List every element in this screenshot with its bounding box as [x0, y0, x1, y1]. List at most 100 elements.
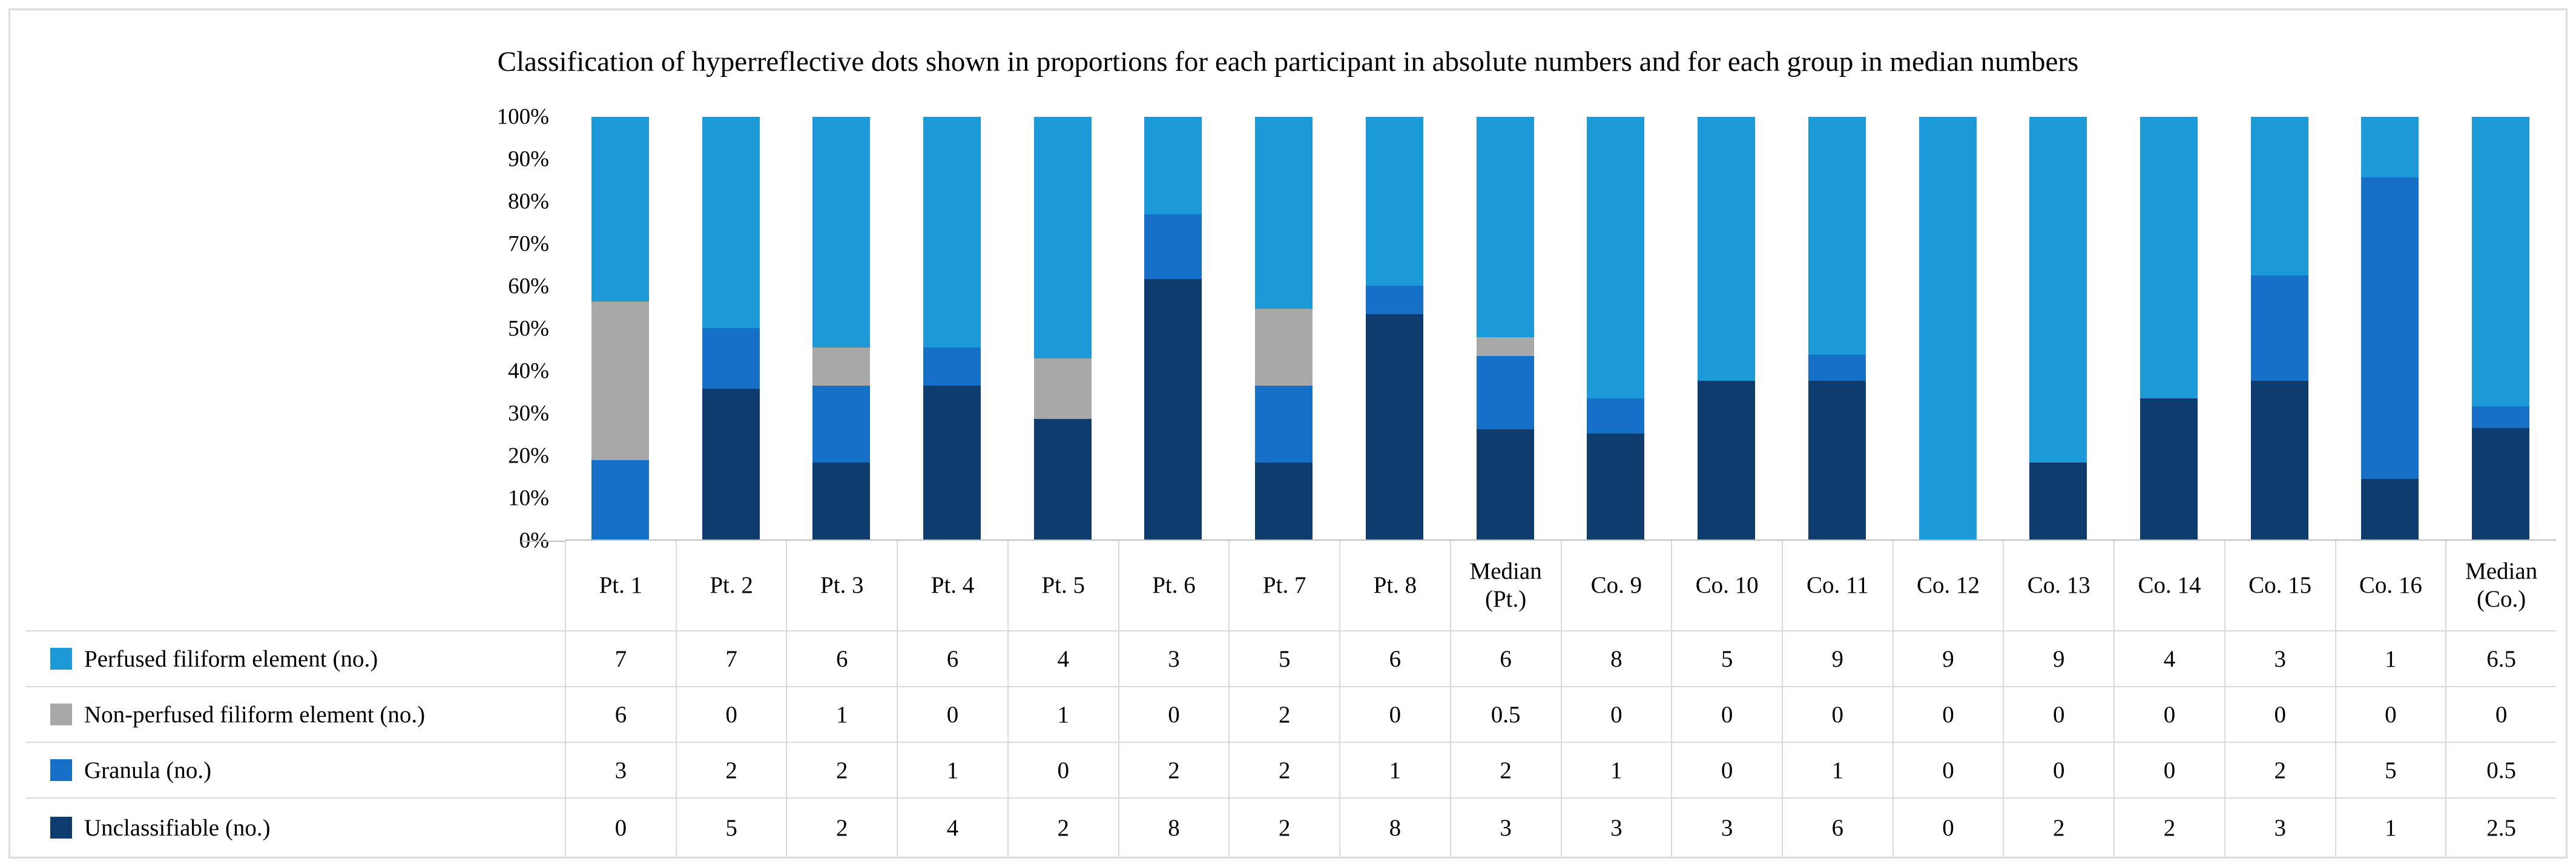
y-axis-tick-label: 80% — [508, 189, 549, 214]
bar-segment-unclassifiable-no — [1808, 381, 1866, 539]
plot-column-co-15 — [2224, 117, 2335, 541]
table-value-pt-8-non-perfused-filiform-element-no: 0 — [1339, 687, 1450, 743]
bar-segment-granula-no — [1365, 286, 1423, 314]
table-value-pt-1-granula-no: 3 — [565, 743, 676, 799]
table-value-co-12-granula-no: 0 — [1892, 743, 2003, 799]
legend-swatch-non-perfused-filiform-element-no — [50, 704, 72, 725]
bar-segment-perfused-filiform-element-no — [2029, 117, 2087, 463]
legend-item-granula-no: Granula (no.) — [26, 743, 565, 799]
table-value-pt-7-unclassifiable-no: 2 — [1228, 799, 1339, 857]
legend-item-perfused-filiform-element-no: Perfused filiform element (no.) — [26, 631, 565, 687]
stacked-bar-pt-6 — [1144, 117, 1202, 539]
bar-segment-perfused-filiform-element-no — [1587, 117, 1645, 399]
table-value-median-co-unclassifiable-no: 2.5 — [2445, 799, 2556, 857]
bar-segment-perfused-filiform-element-no — [1476, 117, 1534, 338]
category-label-co-14: Co. 14 — [2113, 541, 2224, 631]
bar-segment-unclassifiable-no — [702, 388, 760, 539]
stacked-bar-co-15 — [2250, 117, 2308, 539]
plot-column-pt-2 — [675, 117, 786, 541]
bar-segment-perfused-filiform-element-no — [591, 117, 649, 302]
table-value-pt-5-perfused-filiform-element-no: 4 — [1007, 631, 1118, 687]
legend-label: Perfused filiform element (no.) — [84, 645, 378, 672]
plot-column-co-12 — [1892, 117, 2003, 541]
table-value-co-11-granula-no: 1 — [1781, 743, 1892, 799]
table-value-pt-2-unclassifiable-no: 5 — [675, 799, 786, 857]
bar-segment-perfused-filiform-element-no — [2472, 117, 2530, 406]
plot-column-co-14 — [2113, 117, 2224, 541]
y-axis-tick-label: 60% — [508, 274, 549, 299]
plot-column-co-13 — [2003, 117, 2114, 541]
bar-segment-granula-no — [923, 347, 981, 386]
legend-swatch-perfused-filiform-element-no — [50, 648, 72, 670]
legend-item-non-perfused-filiform-element-no: Non-perfused filiform element (no.) — [26, 687, 565, 743]
bar-segment-granula-no — [1808, 354, 1866, 381]
table-value-pt-6-perfused-filiform-element-no: 3 — [1118, 631, 1229, 687]
table-value-co-15-non-perfused-filiform-element-no: 0 — [2224, 687, 2335, 743]
bar-segment-unclassifiable-no — [1365, 314, 1423, 539]
category-label-co-9: Co. 9 — [1560, 541, 1672, 631]
table-value-co-9-granula-no: 1 — [1560, 743, 1672, 799]
plot-column-pt-3 — [786, 117, 897, 541]
bar-segment-non-perfused-filiform-element-no — [591, 302, 649, 461]
y-axis-tick-label: 50% — [508, 316, 549, 341]
table-value-pt-4-granula-no: 1 — [897, 743, 1007, 799]
table-value-pt-4-unclassifiable-no: 4 — [897, 799, 1007, 857]
stacked-bar-co-16 — [2361, 117, 2419, 539]
table-value-pt-1-perfused-filiform-element-no: 7 — [565, 631, 676, 687]
stacked-bar-pt-4 — [923, 117, 981, 539]
category-label-pt-8: Pt. 8 — [1339, 541, 1450, 631]
stacked-bar-co-12 — [1919, 117, 1977, 539]
bar-segment-perfused-filiform-element-no — [702, 117, 760, 328]
table-value-co-12-perfused-filiform-element-no: 9 — [1892, 631, 2003, 687]
stacked-bar-pt-7 — [1255, 117, 1313, 539]
bar-segment-perfused-filiform-element-no — [1365, 117, 1423, 286]
bar-segment-unclassifiable-no — [1587, 434, 1645, 539]
bar-segment-perfused-filiform-element-no — [1698, 117, 1756, 381]
y-axis-tick-label: 20% — [508, 443, 549, 469]
table-value-median-pt-non-perfused-filiform-element-no: 0.5 — [1449, 687, 1561, 743]
table-value-pt-2-perfused-filiform-element-no: 7 — [675, 631, 786, 687]
y-axis-tick-label: 30% — [508, 401, 549, 426]
legend-label: Granula (no.) — [84, 757, 212, 783]
bar-segment-unclassifiable-no — [2029, 463, 2087, 539]
y-axis-tick-label: 100% — [496, 104, 549, 130]
bar-segment-non-perfused-filiform-element-no — [1033, 358, 1092, 419]
table-value-co-13-perfused-filiform-element-no: 9 — [2003, 631, 2114, 687]
bar-segment-perfused-filiform-element-no — [2250, 117, 2308, 275]
stacked-bar-pt-3 — [812, 117, 871, 539]
y-axis-tick-label: 10% — [508, 486, 549, 511]
table-value-pt-6-granula-no: 2 — [1118, 743, 1229, 799]
category-label-co-13: Co. 13 — [2003, 541, 2114, 631]
plot-column-pt-1 — [565, 117, 676, 541]
bar-segment-unclassifiable-no — [2361, 479, 2419, 539]
chart-title: Classification of hyperreflective dots s… — [497, 46, 2079, 77]
category-label-co-12: Co. 12 — [1892, 541, 2003, 631]
bar-segment-non-perfused-filiform-element-no — [1255, 309, 1313, 386]
table-value-co-16-perfused-filiform-element-no: 1 — [2334, 631, 2446, 687]
bar-segment-perfused-filiform-element-no — [923, 117, 981, 348]
table-value-co-12-non-perfused-filiform-element-no: 0 — [1892, 687, 2003, 743]
table-value-median-co-perfused-filiform-element-no: 6.5 — [2445, 631, 2556, 687]
table-value-co-11-perfused-filiform-element-no: 9 — [1781, 631, 1892, 687]
stacked-bar-co-10 — [1698, 117, 1756, 539]
category-label-pt-5: Pt. 5 — [1007, 541, 1118, 631]
bar-segment-unclassifiable-no — [2250, 381, 2308, 539]
table-value-co-15-granula-no: 2 — [2224, 743, 2335, 799]
stacked-bar-co-13 — [2029, 117, 2087, 539]
category-label-pt-4: Pt. 4 — [897, 541, 1007, 631]
bar-segment-perfused-filiform-element-no — [2361, 117, 2419, 177]
table-value-pt-7-granula-no: 2 — [1228, 743, 1340, 799]
table-value-pt-3-non-perfused-filiform-element-no: 1 — [786, 687, 897, 743]
category-label-co-15: Co. 15 — [2224, 541, 2335, 631]
table-value-pt-3-granula-no: 2 — [786, 743, 897, 799]
plot-column-co-10 — [1671, 117, 1782, 541]
plot-column-co-9 — [1560, 117, 1672, 541]
plot-column-pt-4 — [897, 117, 1007, 541]
category-label-pt-3: Pt. 3 — [786, 541, 897, 631]
bar-segment-unclassifiable-no — [2140, 398, 2198, 539]
table-value-pt-3-perfused-filiform-element-no: 6 — [786, 631, 897, 687]
table-value-pt-2-non-perfused-filiform-element-no: 0 — [675, 687, 786, 743]
legend-label: Unclassifiable (no.) — [84, 814, 271, 841]
table-value-pt-1-non-perfused-filiform-element-no: 6 — [565, 687, 676, 743]
table-value-median-pt-perfused-filiform-element-no: 6 — [1449, 631, 1561, 687]
